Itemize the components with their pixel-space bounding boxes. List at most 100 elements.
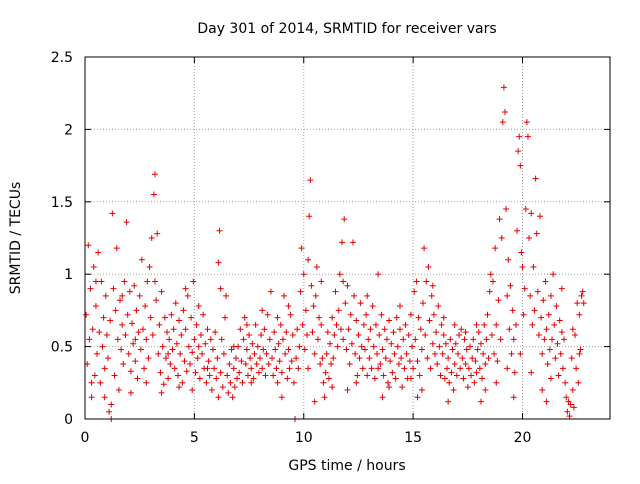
data-point <box>125 350 132 357</box>
data-point <box>487 271 494 278</box>
data-point <box>512 321 519 328</box>
data-point <box>347 311 354 318</box>
data-point <box>103 332 110 339</box>
data-point <box>277 321 284 328</box>
data-point <box>569 326 576 333</box>
data-point <box>119 321 126 328</box>
data-point <box>324 329 331 336</box>
data-point <box>406 358 413 365</box>
data-point <box>160 381 167 388</box>
data-point <box>471 379 478 386</box>
data-point <box>122 332 129 339</box>
data-point <box>126 288 133 295</box>
data-point <box>158 288 165 295</box>
data-point <box>253 360 260 367</box>
data-point <box>380 372 387 379</box>
data-point <box>503 206 510 213</box>
data-point <box>485 355 492 362</box>
data-point <box>183 368 190 375</box>
data-point <box>335 307 342 314</box>
data-point <box>516 133 523 140</box>
data-point <box>224 372 231 379</box>
data-point <box>166 336 173 343</box>
data-point <box>275 340 282 347</box>
data-point <box>273 365 280 372</box>
data-point <box>97 379 104 386</box>
data-point <box>276 358 283 365</box>
data-point <box>461 336 468 343</box>
data-point <box>457 365 464 372</box>
data-point <box>120 360 127 367</box>
data-point <box>174 372 181 379</box>
data-point <box>451 360 458 367</box>
data-point <box>149 332 156 339</box>
data-point <box>432 350 438 357</box>
data-point <box>153 297 160 304</box>
data-point <box>337 326 344 333</box>
data-point <box>305 256 312 263</box>
data-point <box>428 292 435 299</box>
data-point <box>572 332 578 339</box>
data-point <box>388 340 395 347</box>
y-tick-label: 2.5 <box>51 50 73 66</box>
data-point <box>493 379 500 386</box>
data-point <box>437 372 444 379</box>
data-point <box>577 346 584 353</box>
data-point <box>515 148 522 155</box>
data-point <box>462 329 469 336</box>
data-point <box>500 84 507 91</box>
data-point <box>558 329 565 336</box>
data-point <box>272 346 279 353</box>
data-point <box>510 336 517 343</box>
data-point <box>473 369 480 376</box>
data-point <box>400 336 407 343</box>
data-point <box>360 321 367 328</box>
data-point <box>546 346 553 353</box>
data-point <box>470 336 477 343</box>
data-point <box>159 343 166 350</box>
data-point <box>542 278 549 285</box>
data-point <box>199 350 206 357</box>
data-point <box>367 326 374 333</box>
data-point <box>162 355 169 362</box>
data-point <box>195 343 202 350</box>
data-point <box>482 387 489 394</box>
data-point <box>194 355 201 362</box>
data-point <box>336 271 343 278</box>
data-point <box>154 230 161 237</box>
data-point <box>423 278 430 285</box>
data-point <box>193 321 200 328</box>
data-point <box>342 300 349 307</box>
data-point <box>489 278 496 285</box>
data-point <box>344 387 351 394</box>
data-point <box>448 369 455 376</box>
data-point <box>191 336 198 343</box>
data-point <box>530 263 537 270</box>
data-point <box>334 343 341 350</box>
data-point <box>346 360 353 367</box>
data-point <box>258 332 265 339</box>
data-point <box>575 379 582 386</box>
data-point <box>182 326 189 333</box>
data-point <box>331 332 338 339</box>
data-point <box>384 379 391 386</box>
data-point <box>462 360 469 367</box>
data-point <box>576 311 583 318</box>
data-point <box>415 314 422 321</box>
data-point <box>551 321 558 328</box>
data-point <box>510 394 517 401</box>
data-point <box>479 375 486 382</box>
data-point <box>297 288 304 295</box>
data-point <box>165 350 172 357</box>
data-point <box>554 340 561 347</box>
data-point <box>555 372 562 379</box>
data-point <box>417 326 424 333</box>
data-point <box>476 365 483 372</box>
data-point <box>294 326 301 333</box>
data-point <box>255 369 262 376</box>
data-point <box>543 326 550 333</box>
data-point <box>527 292 534 299</box>
data-point <box>257 355 263 362</box>
data-point <box>143 379 150 386</box>
data-point <box>204 326 211 333</box>
